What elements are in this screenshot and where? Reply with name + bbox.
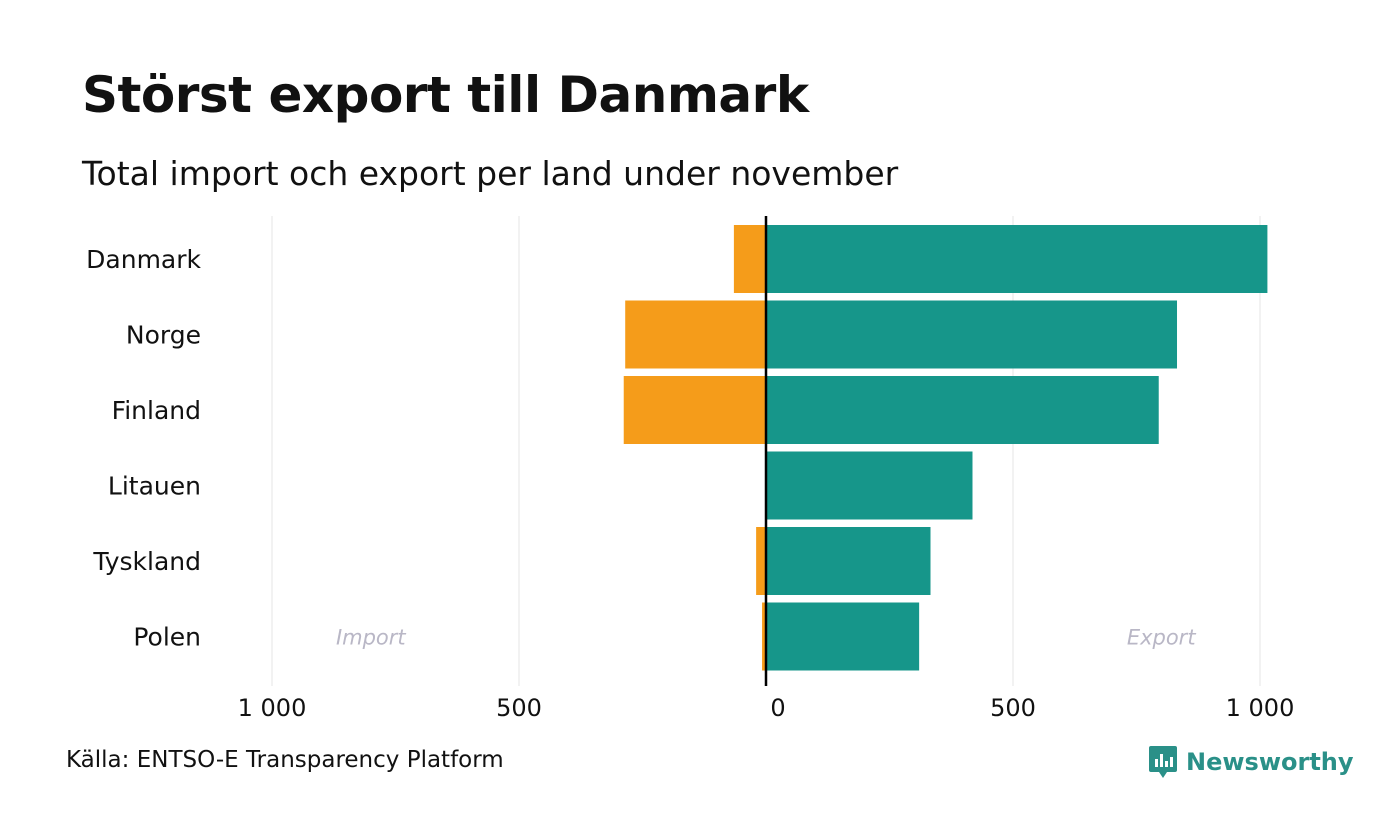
x-tick-label: 500 (990, 694, 1036, 722)
export-bar-norge (766, 300, 1178, 369)
x-tick-label: 1 000 (238, 694, 307, 722)
annotation-export: Export (1127, 626, 1197, 650)
import-bar-finland (623, 376, 766, 444)
category-label: Polen (133, 623, 201, 652)
export-bar-finland (766, 376, 1159, 444)
import-bar-polen (762, 602, 766, 671)
x-tick-label: 500 (496, 694, 542, 722)
import-bar-danmark (733, 225, 766, 293)
export-bar-litauen (766, 451, 973, 520)
export-bar-polen (766, 602, 920, 671)
category-label: Norge (126, 321, 201, 350)
category-label: Tyskland (92, 547, 201, 576)
annotation-import: Import (336, 626, 406, 650)
newsworthy-logo: Newsworthy (1148, 744, 1354, 780)
category-label: Litauen (108, 472, 201, 501)
category-label: Finland (112, 396, 201, 425)
chart-subtitle: Total import och export per land under n… (82, 154, 899, 193)
import-bar-tyskland (756, 527, 766, 595)
newsworthy-logo-icon (1149, 746, 1177, 778)
logo-text: Newsworthy (1186, 748, 1354, 776)
import-bar-norge (625, 300, 766, 369)
export-bar-tyskland (766, 527, 931, 595)
x-tick-label: 0 (770, 694, 785, 722)
export-bar-danmark (766, 225, 1268, 293)
chart-title: Störst export till Danmark (82, 66, 809, 124)
source-note: Källa: ENTSO-E Transparency Platform (66, 747, 504, 773)
category-label: Danmark (86, 245, 201, 274)
x-tick-label: 1 000 (1226, 694, 1295, 722)
